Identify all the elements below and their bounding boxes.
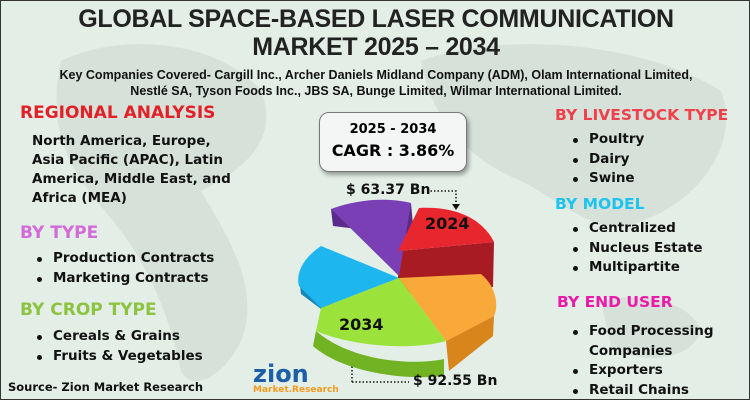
pie-graphic bbox=[298, 190, 497, 383]
pie-slice-green bbox=[316, 278, 446, 347]
list-item: Swine bbox=[570, 169, 644, 189]
list-item: Marketing Contracts bbox=[34, 269, 214, 289]
by-livestock-heading: BY LIVESTOCK TYPE bbox=[555, 106, 729, 124]
pie-slice-orange bbox=[399, 274, 497, 341]
by-crop-list: Cereals & Grains Fruits & Vegetables bbox=[34, 327, 203, 366]
by-crop-heading: BY CROP TYPE bbox=[20, 300, 157, 320]
source-text: Source- Zion Market Research bbox=[8, 380, 204, 394]
cagr-period: 2025 - 2034 bbox=[349, 122, 437, 137]
list-item: Cereals & Grains bbox=[34, 327, 203, 347]
cagr-box: 2025 - 2034 CAGR : 3.86% bbox=[319, 112, 467, 172]
by-end-user-heading: BY END USER bbox=[557, 293, 673, 311]
list-item: Multipartite bbox=[570, 258, 702, 278]
list-item: Nucleus Estate bbox=[570, 239, 702, 259]
by-model-heading: BY MODEL bbox=[555, 195, 645, 213]
pie-slice-blue bbox=[298, 246, 399, 308]
pie-slice-red bbox=[398, 207, 494, 251]
regional-text: North America, Europe, Asia Pacific (APA… bbox=[32, 133, 231, 206]
pie-slice-orange-side bbox=[446, 316, 494, 371]
by-type-list: Production Contracts Marketing Contracts bbox=[34, 249, 214, 288]
by-model-list: Centralized Nucleus Estate Multipartite bbox=[570, 219, 702, 278]
leader-2024 bbox=[427, 190, 457, 206]
by-type-heading: BY TYPE bbox=[20, 223, 99, 243]
value-2024: $ 63.37 Bn bbox=[346, 182, 431, 198]
pie-slice-purple bbox=[331, 199, 411, 276]
list-item: Food Processing Companies bbox=[570, 322, 739, 361]
title-line-1: GLOBAL SPACE-BASED LASER COMMUNICATION bbox=[78, 5, 674, 33]
page-title: GLOBAL SPACE-BASED LASER COMMUNICATION M… bbox=[1, 5, 749, 61]
list-item: Fruits & Vegetables bbox=[34, 347, 203, 367]
value-2034: $ 92.55 Bn bbox=[413, 373, 498, 389]
cagr-value: CAGR : 3.86% bbox=[331, 141, 455, 160]
label-2024: 2024 bbox=[425, 214, 470, 233]
list-item: Retail Chains bbox=[570, 381, 739, 400]
list-item: Production Contracts bbox=[34, 249, 214, 269]
by-end-user-list: Food Processing Companies Exporters Reta… bbox=[570, 322, 739, 400]
regional-heading: REGIONAL ANALYSIS bbox=[20, 103, 216, 123]
list-item: Exporters bbox=[570, 361, 739, 381]
pie-slice-green-side bbox=[313, 331, 444, 378]
title-line-2: MARKET 2025 – 2034 bbox=[252, 33, 500, 61]
by-livestock-list: Poultry Dairy Swine bbox=[570, 130, 644, 189]
list-item: Poultry bbox=[570, 130, 644, 150]
arrow-2024-icon bbox=[452, 204, 460, 210]
list-item: Dairy bbox=[570, 150, 644, 170]
companies-line-1: Key Companies Covered- Cargill Inc., Arc… bbox=[59, 68, 693, 82]
companies-line-2: Nestlé SA, Tyson Foods Inc., JBS SA, Bun… bbox=[130, 84, 622, 98]
list-item: Centralized bbox=[570, 219, 702, 239]
key-companies: Key Companies Covered- Cargill Inc., Arc… bbox=[1, 67, 749, 99]
zion-logo: zion Market.Research bbox=[253, 360, 339, 395]
label-2034: 2034 bbox=[339, 315, 384, 334]
